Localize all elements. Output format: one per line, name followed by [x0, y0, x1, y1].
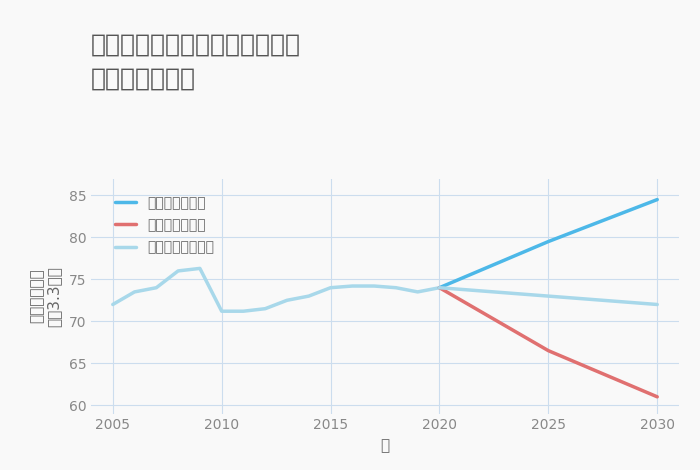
ノーマルシナリオ: [544, 293, 552, 299]
グッドシナリオ: [435, 285, 444, 290]
グッドシナリオ: [544, 239, 552, 244]
Legend: グッドシナリオ, バッドシナリオ, ノーマルシナリオ: グッドシナリオ, バッドシナリオ, ノーマルシナリオ: [110, 190, 220, 260]
Y-axis label: 単価（万円）
坪（3.3㎡）: 単価（万円） 坪（3.3㎡）: [29, 266, 62, 327]
グッドシナリオ: [653, 197, 662, 203]
Line: グッドシナリオ: グッドシナリオ: [440, 200, 657, 288]
バッドシナリオ: [653, 394, 662, 399]
Text: 愛知県名古屋市中川区八田町の
土地の価格推移: 愛知県名古屋市中川区八田町の 土地の価格推移: [91, 33, 301, 90]
ノーマルシナリオ: [653, 302, 662, 307]
Line: ノーマルシナリオ: ノーマルシナリオ: [440, 288, 657, 305]
Line: バッドシナリオ: バッドシナリオ: [440, 288, 657, 397]
バッドシナリオ: [544, 348, 552, 353]
バッドシナリオ: [435, 285, 444, 290]
X-axis label: 年: 年: [380, 438, 390, 453]
ノーマルシナリオ: [435, 285, 444, 290]
